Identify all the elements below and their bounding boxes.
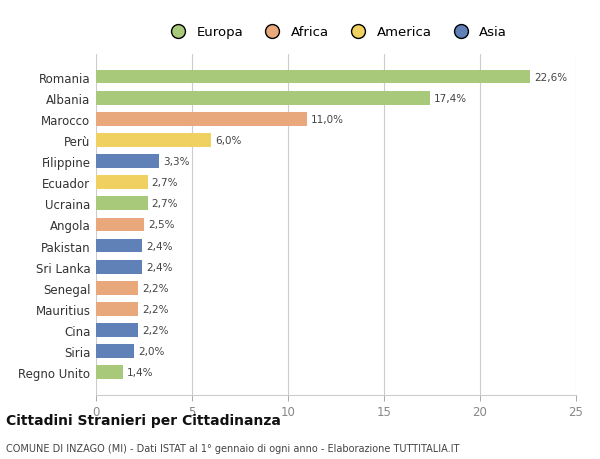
Bar xyxy=(96,239,142,253)
Bar xyxy=(96,176,148,190)
Bar xyxy=(96,260,142,274)
Text: 11,0%: 11,0% xyxy=(311,115,344,124)
Bar xyxy=(96,71,530,84)
Text: Cittadini Stranieri per Cittadinanza: Cittadini Stranieri per Cittadinanza xyxy=(6,414,281,428)
Text: 17,4%: 17,4% xyxy=(434,94,467,103)
Bar xyxy=(96,155,160,168)
Text: 2,7%: 2,7% xyxy=(152,199,178,209)
Bar xyxy=(96,281,138,295)
Legend: Europa, Africa, America, Asia: Europa, Africa, America, Asia xyxy=(160,21,512,45)
Text: 2,2%: 2,2% xyxy=(142,283,169,293)
Text: 2,0%: 2,0% xyxy=(138,347,164,356)
Text: COMUNE DI INZAGO (MI) - Dati ISTAT al 1° gennaio di ogni anno - Elaborazione TUT: COMUNE DI INZAGO (MI) - Dati ISTAT al 1°… xyxy=(6,443,460,453)
Text: 3,3%: 3,3% xyxy=(163,157,190,167)
Text: 2,4%: 2,4% xyxy=(146,262,172,272)
Bar xyxy=(96,112,307,126)
Text: 2,7%: 2,7% xyxy=(152,178,178,188)
Text: 22,6%: 22,6% xyxy=(534,73,567,82)
Text: 6,0%: 6,0% xyxy=(215,135,241,146)
Bar xyxy=(96,324,138,337)
Bar xyxy=(96,218,144,232)
Bar xyxy=(96,134,211,147)
Text: 2,5%: 2,5% xyxy=(148,220,175,230)
Text: 1,4%: 1,4% xyxy=(127,368,153,377)
Text: 2,2%: 2,2% xyxy=(142,325,169,335)
Text: 2,4%: 2,4% xyxy=(146,241,172,251)
Bar xyxy=(96,345,134,358)
Bar xyxy=(96,197,148,211)
Text: 2,2%: 2,2% xyxy=(142,304,169,314)
Bar xyxy=(96,302,138,316)
Bar xyxy=(96,92,430,105)
Bar xyxy=(96,366,123,379)
